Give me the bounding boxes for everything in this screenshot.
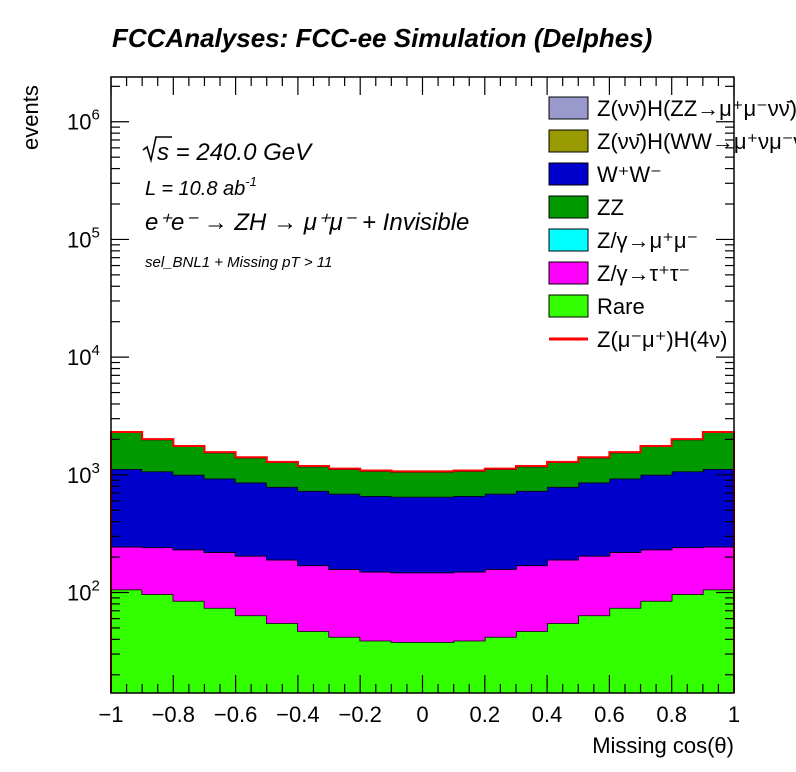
x-tick-label: −0.4 [276, 702, 319, 727]
luminosity-label: L = 10.8 ab-1 [145, 174, 257, 200]
histogram-bars [110, 431, 735, 693]
legend-swatch [548, 261, 589, 285]
selection-label: sel_BNL1 + Missing pT > 11 [145, 254, 332, 271]
legend-label: Z(νν̄)H(ZZ→μ⁺μ⁻νν̄) [597, 96, 796, 121]
y-tick-label: 104 [67, 342, 100, 370]
x-tick-label: 0 [416, 702, 428, 727]
sqrt-symbol [142, 136, 172, 164]
x-tick-label: 1 [728, 702, 740, 727]
legend-entry: ZZ [548, 195, 624, 220]
annotations: s = 240.0 GeV L = 10.8 ab-1 e⁺e⁻ → ZH → … [142, 136, 469, 271]
y-tick-label: 105 [67, 224, 100, 252]
legend-label: W⁺W⁻ [597, 162, 662, 187]
y-tick-label: 102 [67, 578, 100, 606]
chart-title: FCCAnalyses: FCC-ee Simulation (Delphes) [112, 23, 652, 53]
x-tick-label: −0.6 [214, 702, 257, 727]
legend-swatch [548, 162, 589, 186]
stack-1-fill [111, 546, 734, 642]
y-tick-exponent: 4 [91, 342, 99, 359]
plot-frame [110, 76, 735, 694]
x-axis-label: Missing cos(θ) [592, 733, 734, 758]
legend-entry: Z(νν̄)H(WW→μ⁺νμ⁻ν̄) [548, 129, 796, 154]
y-tick-base: 10 [67, 463, 91, 488]
x-tick-label: −1 [98, 702, 123, 727]
y-tick-exponent: 6 [91, 107, 99, 124]
x-tick-label: 0.8 [656, 702, 687, 727]
process-label: e⁺e⁻ → ZH → μ⁺μ⁻ + Invisible [145, 209, 469, 236]
sqrt-s-label: s = 240.0 GeV [157, 139, 313, 166]
legend-entry: Z/γ→τ⁺τ⁻ [548, 261, 690, 286]
y-tick-exponent: 3 [91, 460, 99, 477]
x-tick-label: −0.2 [338, 702, 381, 727]
legend-swatch [548, 129, 589, 153]
legend-label: ZZ [597, 195, 624, 220]
legend-entry: W⁺W⁻ [548, 162, 662, 187]
legend-entry: Z/γ→μ⁺μ⁻ [548, 228, 698, 253]
legend: Z(νν̄)H(ZZ→μ⁺μ⁻νν̄) Z(νν̄)H(WW→μ⁺νμ⁻ν̄) W⁺… [548, 96, 796, 352]
x-tick-label: 0.4 [532, 702, 563, 727]
signal-line [110, 431, 735, 693]
stack-3-fill [111, 469, 734, 573]
stack-4-fill [111, 432, 734, 497]
legend-entry: Rare [548, 294, 645, 319]
y-tick-base: 10 [67, 345, 91, 370]
y-tick-base: 10 [67, 227, 91, 252]
legend-label: Rare [597, 294, 645, 319]
y-tick-exponent: 2 [91, 578, 99, 595]
legend-entry: Z(μ⁻μ⁺)H(4ν) [549, 327, 727, 352]
x-tick-label: 0.2 [470, 702, 501, 727]
legend-label: Z(νν̄)H(WW→μ⁺νμ⁻ν̄) [597, 129, 796, 154]
axis-ticks [110, 77, 735, 693]
y-tick-base: 10 [67, 581, 91, 606]
y-axis-label: events [18, 85, 43, 150]
luminosity-value: L = 10.8 ab [145, 178, 245, 200]
legend-entry: Z(νν̄)H(ZZ→μ⁺μ⁻νν̄) [548, 96, 796, 121]
y-tick-base: 10 [67, 110, 91, 135]
x-tick-label: 0.6 [594, 702, 625, 727]
legend-label: Z/γ→μ⁺μ⁻ [597, 228, 698, 253]
luminosity-exponent: -1 [245, 174, 257, 189]
legend-swatch [548, 228, 589, 252]
x-tick-labels: −1 −0.8 −0.6 −0.4 −0.2 0 0.2 0.4 0.6 0.8 1 [98, 702, 740, 727]
y-tick-label: 106 [67, 107, 100, 135]
legend-label: Z/γ→τ⁺τ⁻ [597, 261, 690, 286]
x-tick-label: −0.8 [152, 702, 195, 727]
legend-swatch [548, 294, 589, 318]
y-tick-label: 103 [67, 460, 100, 488]
legend-swatch [548, 96, 589, 120]
legend-label: Z(μ⁻μ⁺)H(4ν) [597, 327, 727, 352]
y-tick-exponent: 5 [91, 224, 99, 241]
legend-swatch [548, 195, 589, 219]
